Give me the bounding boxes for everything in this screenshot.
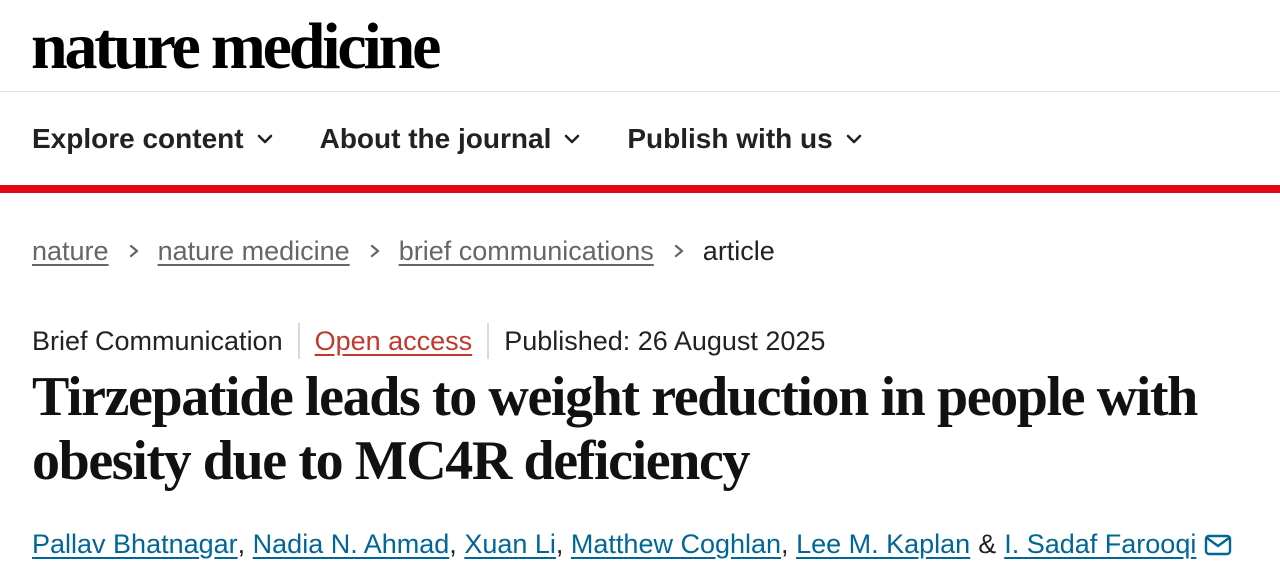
article-title: Tirzepatide leads to weight reduction in… <box>32 366 1198 492</box>
journal-logo[interactable]: nature medicine <box>31 10 441 83</box>
author-link[interactable]: Xuan Li <box>464 529 556 559</box>
author-link[interactable]: Lee M. Kaplan <box>796 529 971 559</box>
author-separator: , <box>555 529 564 559</box>
breadcrumb-brief-communications[interactable]: brief communications <box>398 235 654 266</box>
author-link[interactable]: Nadia N. Ahmad <box>252 529 450 559</box>
article-meta: Brief Communication Open access Publishe… <box>0 323 1280 359</box>
site-header: nature medicine <box>0 0 1280 92</box>
envelope-icon[interactable] <box>1204 534 1232 556</box>
chevron-right-icon <box>370 244 379 258</box>
nav-item-label: Explore content <box>32 122 244 154</box>
nav-item-label: Publish with us <box>627 122 833 154</box>
meta-divider <box>487 323 490 359</box>
chevron-right-icon <box>129 244 138 258</box>
nav-item-label: About the journal <box>319 122 552 154</box>
nav-explore-content[interactable]: Explore content <box>32 119 274 159</box>
breadcrumb-current: article <box>702 235 775 266</box>
breadcrumb: nature nature medicine brief communicati… <box>0 231 1280 271</box>
corresponding-author-link[interactable]: I. Sadaf Farooqi <box>1004 529 1197 559</box>
chevron-right-icon <box>674 244 683 258</box>
author-link[interactable]: Pallav Bhatnagar <box>32 529 238 559</box>
author-separator: , <box>781 529 789 559</box>
breadcrumb-nature-medicine[interactable]: nature medicine <box>157 235 350 266</box>
chevron-down-icon <box>846 134 862 143</box>
accent-bar <box>0 185 1280 193</box>
published-date: Published: 26 August 2025 <box>504 325 826 356</box>
main-nav: Explore content About the journal Publis… <box>0 92 1280 185</box>
chevron-down-icon <box>565 134 580 143</box>
meta-divider <box>297 323 300 359</box>
article-type: Brief Communication <box>32 325 283 356</box>
open-access-link[interactable]: Open access <box>314 325 473 356</box>
author-separator: , <box>237 529 246 559</box>
author-separator: , <box>449 529 457 559</box>
author-link[interactable]: Matthew Coghlan <box>570 529 782 559</box>
nav-publish-with-us[interactable]: Publish with us <box>627 119 862 159</box>
chevron-down-icon <box>257 134 272 143</box>
author-list: Pallav Bhatnagar , Nadia N. Ahmad , Xuan… <box>0 529 1280 560</box>
nav-about-journal[interactable]: About the journal <box>320 119 582 159</box>
breadcrumb-nature[interactable]: nature <box>32 235 109 266</box>
author-ampersand: & <box>978 529 997 559</box>
